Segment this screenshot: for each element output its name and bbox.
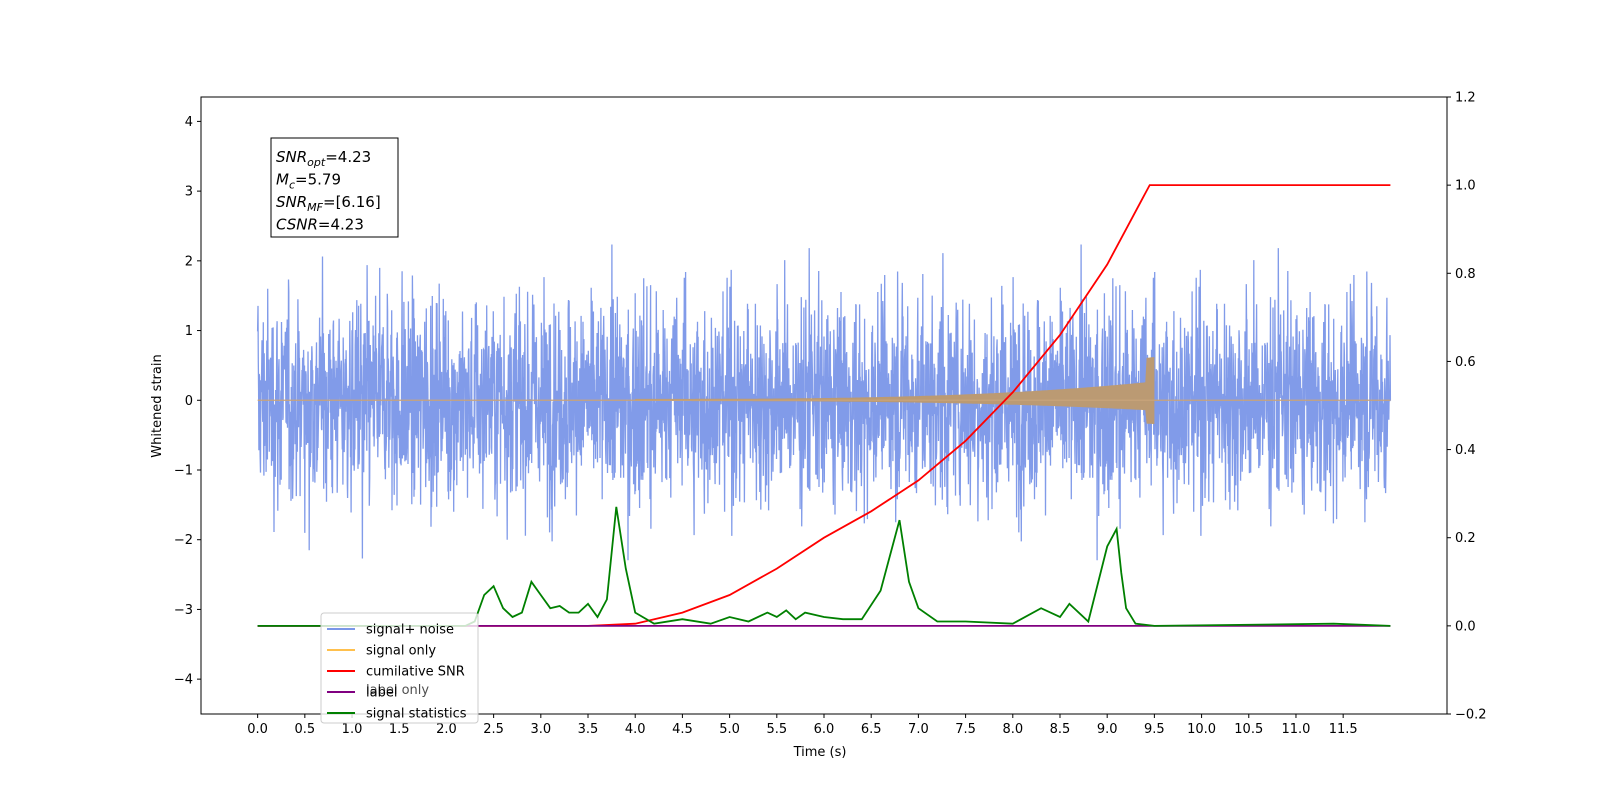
x-tick-label: 0.0 (247, 722, 268, 737)
x-tick-label: 8.0 (1002, 722, 1023, 737)
x-axis-label: Time (s) (793, 745, 847, 760)
x-tick-label: 8.5 (1050, 722, 1071, 737)
y-tick-label: −1 (174, 463, 193, 478)
stats-line: SNRMF=[6.16] (276, 193, 381, 214)
y2-tick-label: 0.0 (1455, 619, 1476, 634)
y2-tick-label: 0.8 (1455, 267, 1476, 282)
x-tick-label: 4.0 (625, 722, 646, 737)
y-tick-label: 3 (185, 185, 193, 200)
x-tick-label: 1.0 (342, 722, 363, 737)
y-tick-label: −4 (174, 673, 193, 688)
stats-box-frame (270, 137, 399, 238)
y-tick-label: −2 (174, 533, 193, 548)
y-axis-label: Whitened strain (150, 354, 165, 457)
y-tick-label: −3 (174, 603, 193, 618)
y2-tick-label: 1.2 (1455, 91, 1476, 106)
x-tick-label: 6.5 (861, 722, 882, 737)
x-tick-label: 2.0 (436, 722, 457, 737)
x-tick-label: 4.5 (672, 722, 693, 737)
x-tick-label: 0.5 (294, 722, 315, 737)
stats-line: SNRopt=4.23 (276, 148, 371, 169)
y2-tick-label: 1.0 (1455, 179, 1476, 194)
y2-tick-label: 0.4 (1455, 443, 1476, 458)
x-tick-label: 10.0 (1187, 722, 1216, 737)
series-signal-only-envelope (635, 357, 1155, 424)
y-tick-label: 2 (185, 254, 193, 269)
y2-tick-label: 0.2 (1455, 531, 1476, 546)
y-tick-label: 1 (185, 324, 193, 339)
stats-line: CSNR=4.23 (276, 216, 364, 234)
plot-content (256, 184, 1392, 627)
x-tick-label: 9.0 (1097, 722, 1118, 737)
legend-label: label (366, 686, 397, 701)
x-tick-label: 7.5 (955, 722, 976, 737)
legend-label: signal+ noise (366, 623, 454, 638)
legend-label: signal statistics (366, 707, 467, 722)
x-tick-label: 3.0 (530, 722, 551, 737)
x-tick-label: 6.0 (814, 722, 835, 737)
series-signal-statistics (257, 506, 1391, 627)
axes: 0.0 0.5 1.0 1.5 2.0 2.5 3.0 3.5 4.0 4.5 5.0 5.5 6.0 6… (174, 91, 1487, 738)
plot-area (256, 184, 1392, 627)
y-tick-label: 0 (185, 394, 193, 409)
x-tick-label: 5.5 (766, 722, 787, 737)
x-tick-label: 1.5 (389, 722, 410, 737)
legend: label only signal+ noise signal only cumila… (320, 612, 479, 724)
y2-tick-label: 0.6 (1455, 355, 1476, 370)
legend-frame (320, 612, 479, 724)
x-tick-label: 5.0 (719, 722, 740, 737)
series-signal-noise (256, 244, 1392, 561)
x-tick-label: 11.0 (1281, 722, 1310, 737)
x-tick-label: 9.5 (1144, 722, 1165, 737)
y-tick-label: 4 (185, 115, 193, 130)
legend-label: cumilative SNR (366, 665, 465, 680)
x-tick-label: 7.0 (908, 722, 929, 737)
x-tick-label: 3.5 (578, 722, 599, 737)
legend-overlap-text: label only (366, 683, 429, 698)
y2-tick-label: −0.2 (1455, 708, 1487, 723)
x-tick-label: 10.5 (1234, 722, 1263, 737)
legend-label: signal only (366, 644, 436, 659)
stats-line: Mc=5.79 (276, 171, 341, 192)
x-tick-label: 2.5 (483, 722, 504, 737)
x-tick-label: 11.5 (1329, 722, 1358, 737)
